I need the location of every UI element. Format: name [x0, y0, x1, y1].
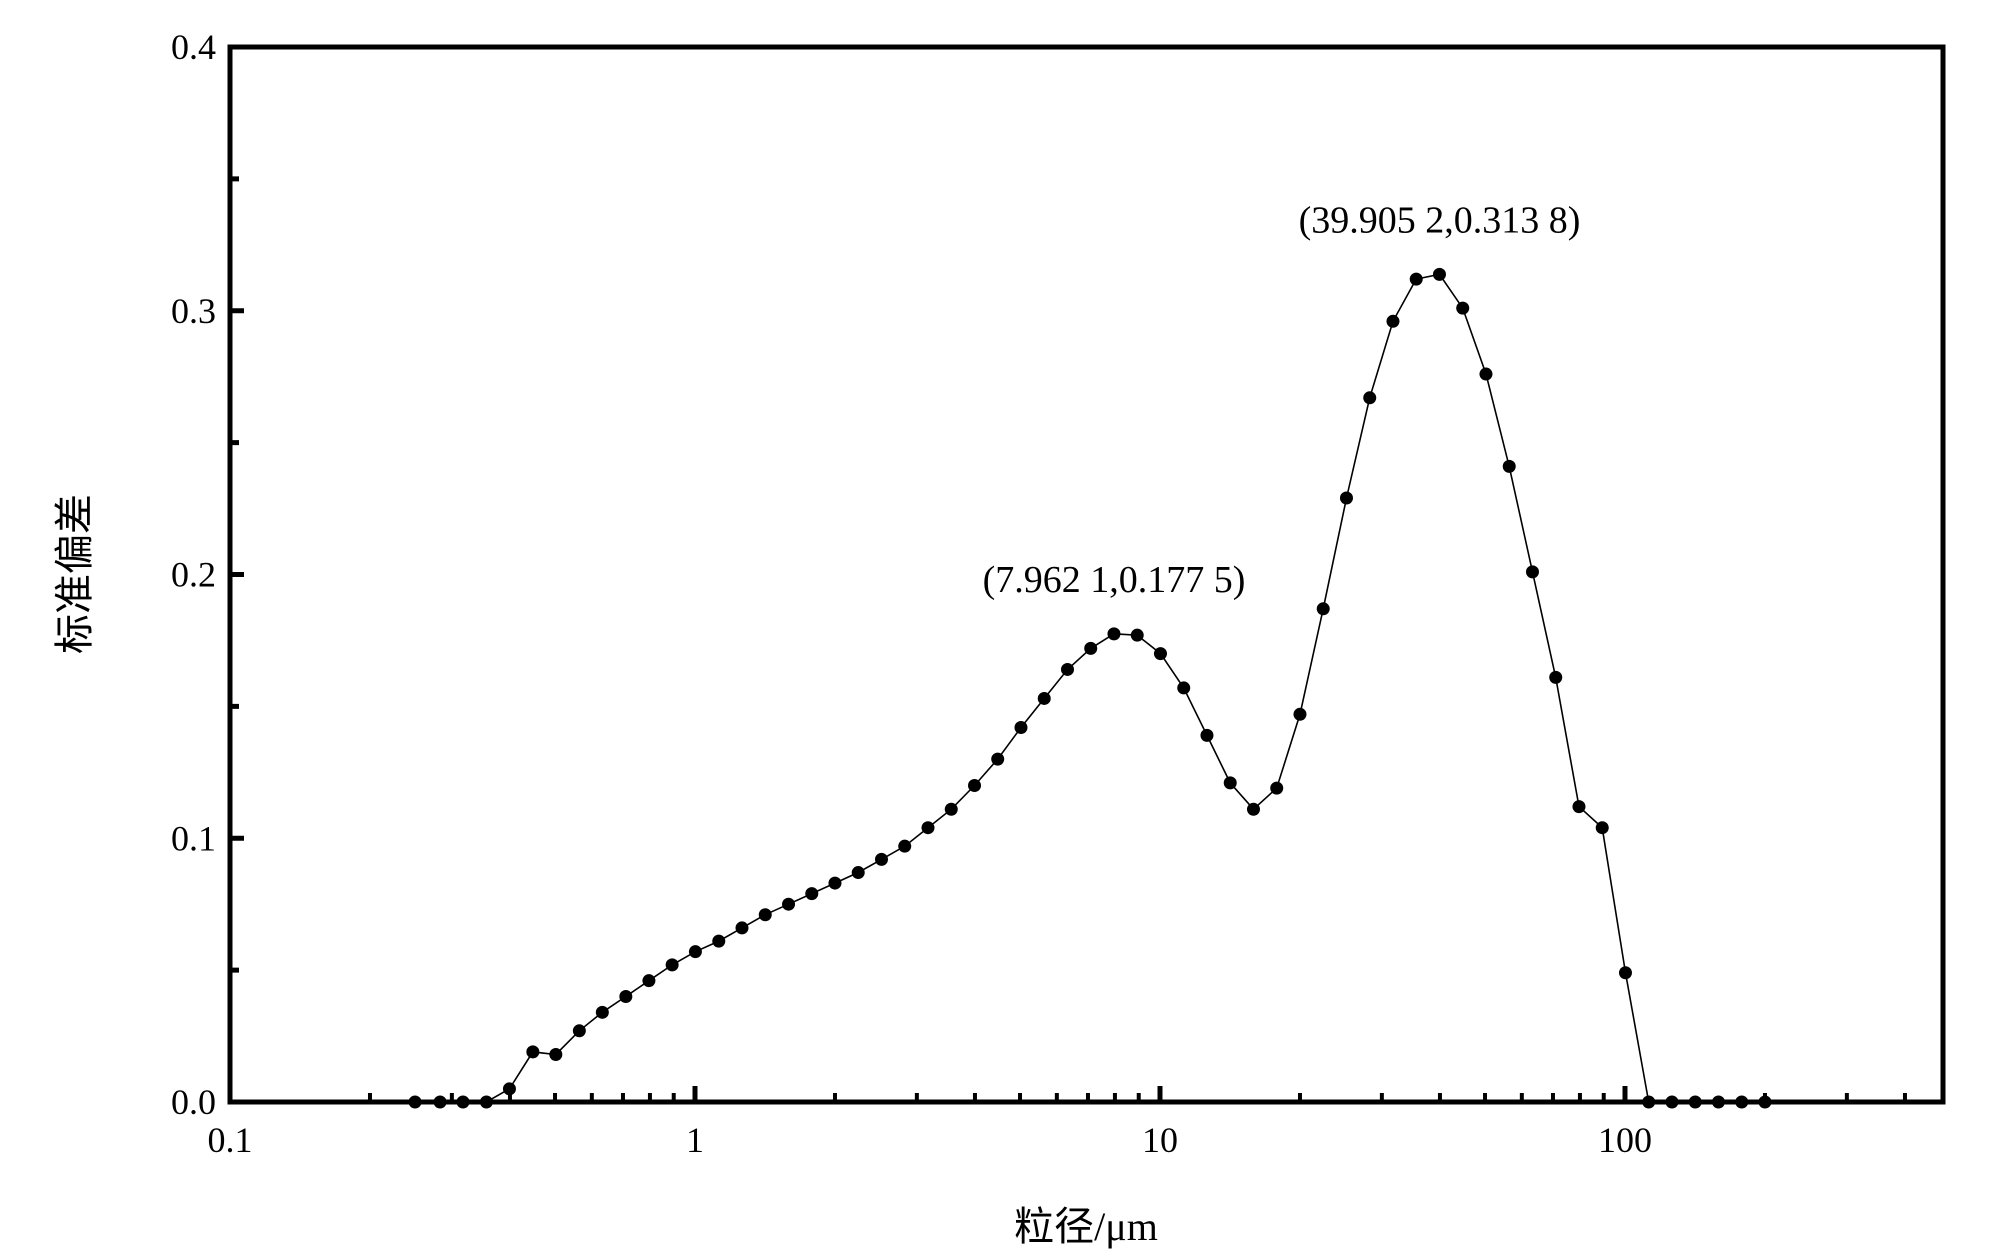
- data-point: [1270, 781, 1284, 795]
- data-point: [572, 1024, 586, 1038]
- data-point: [1525, 565, 1539, 579]
- data-point: [1688, 1095, 1702, 1109]
- data-point: [1200, 728, 1214, 742]
- y-tick-label: 0.4: [171, 27, 216, 67]
- major-ticks: [227, 44, 1628, 1105]
- series-points: [408, 267, 1772, 1109]
- data-point: [688, 945, 702, 959]
- x-tick-label: 1: [686, 1120, 704, 1160]
- series-line: [415, 273, 1765, 1103]
- data-point: [828, 876, 842, 890]
- y-tick-label: 0.1: [171, 818, 216, 858]
- data-point: [1107, 627, 1121, 641]
- y-tick-labels: 0.0 0.1 0.2 0.3 0.4: [171, 27, 216, 1122]
- data-point: [1409, 272, 1423, 286]
- data-point: [991, 752, 1005, 766]
- x-tick-labels: 0.1 1 10 100: [208, 1120, 1653, 1160]
- data-point: [921, 821, 935, 835]
- data-point: [479, 1095, 493, 1109]
- peak-annotation: (39.905 2,0.313 8): [1299, 199, 1581, 241]
- data-point: [1549, 670, 1563, 684]
- data-point: [1084, 641, 1098, 655]
- data-point: [735, 921, 749, 935]
- data-point: [805, 887, 819, 901]
- data-point: [1665, 1095, 1679, 1109]
- data-point: [1572, 800, 1586, 814]
- data-point: [1339, 491, 1353, 505]
- y-axis-title: 标准偏差: [52, 494, 97, 654]
- data-point: [1735, 1095, 1749, 1109]
- data-point: [642, 974, 656, 988]
- data-point: [1386, 314, 1400, 328]
- data-point: [1014, 720, 1028, 734]
- data-point: [712, 934, 726, 948]
- data-point: [1316, 602, 1330, 616]
- data-point: [1711, 1095, 1725, 1109]
- data-point: [1363, 391, 1377, 405]
- data-point: [1177, 681, 1191, 695]
- x-tick-label: 100: [1598, 1120, 1652, 1160]
- minor-ticks: [230, 176, 1907, 1102]
- data-point: [1060, 662, 1074, 676]
- data-point: [595, 1005, 609, 1019]
- data-point: [1246, 802, 1260, 816]
- data-point: [968, 779, 982, 792]
- data-point: [1223, 776, 1237, 790]
- data-point: [944, 802, 958, 816]
- x-tick-label: 0.1: [208, 1120, 253, 1160]
- y-tick-label: 0.3: [171, 291, 216, 331]
- x-tick-label: 10: [1142, 1120, 1178, 1160]
- data-point: [1130, 628, 1144, 642]
- data-point: [1037, 691, 1051, 705]
- data-point: [874, 852, 888, 866]
- annotations: (7.962 1,0.177 5) (39.905 2,0.313 8): [983, 199, 1581, 600]
- peak-annotation: (7.962 1,0.177 5): [983, 559, 1246, 601]
- data-point: [898, 839, 912, 853]
- data-point: [758, 908, 772, 922]
- data-point: [408, 1095, 422, 1109]
- data-point: [1758, 1095, 1772, 1109]
- data-point: [456, 1095, 470, 1109]
- data-point: [1502, 459, 1516, 473]
- data-point: [1293, 707, 1307, 721]
- data-point: [665, 958, 679, 972]
- data-point: [433, 1095, 447, 1109]
- data-point: [1642, 1095, 1656, 1109]
- x-axis-title: 粒径/μm: [1014, 1204, 1158, 1249]
- data-point: [1456, 301, 1470, 315]
- data-point: [619, 990, 633, 1003]
- data-point: [526, 1045, 540, 1059]
- data-point: [851, 866, 865, 880]
- data-point: [1153, 647, 1167, 661]
- data-point: [782, 897, 796, 911]
- data-point: [1618, 966, 1632, 980]
- data-point: [549, 1048, 563, 1062]
- data-point: [1432, 267, 1446, 281]
- y-tick-label: 0.0: [171, 1082, 216, 1122]
- data-point: [1479, 367, 1493, 381]
- data-point: [502, 1082, 516, 1096]
- y-tick-label: 0.2: [171, 555, 216, 595]
- data-point: [1595, 821, 1609, 835]
